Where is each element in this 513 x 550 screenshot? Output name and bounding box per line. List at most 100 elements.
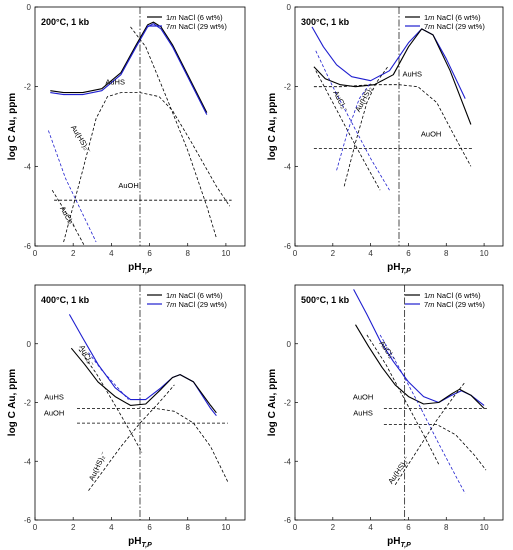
series-line-auhs2-7m [336,82,371,171]
series-line-aucl2-7m [88,352,129,400]
species-annotation: AuCl₂⁻ [58,205,77,230]
series-line-total-7m [311,26,466,99]
series-line-aucl2-1m [315,70,381,191]
x-tick-label: 6 [406,249,411,258]
species-annotation: Au(HS)₂⁻ [87,450,108,482]
x-tick-label: 10 [221,249,230,258]
panel-title: 500°C, 1 kb [301,295,350,305]
x-axis-label: pHT,P [128,536,152,549]
x-tick-label: 0 [33,249,38,258]
x-tick-label: 4 [368,523,373,532]
y-tick-label: 0 [287,340,292,349]
x-tick-label: 10 [480,249,489,258]
y-tick-label: -2 [24,83,32,92]
series-line-total-1m [50,21,208,113]
panel-title: 200°C, 1 kb [41,17,90,27]
species-annotation: AuOH [118,181,138,190]
series-line-auhs-1m [383,424,487,471]
series-line-total-1m [70,347,217,414]
x-axis-label: pHT,P [128,262,152,275]
series-line-total-7m [50,23,208,115]
species-annotation: AuHS [105,78,125,87]
species-annotation: Au(HS)₂⁻ [386,455,411,486]
y-axis-label: log C Au, ppm [267,369,278,437]
y-tick-label: -6 [284,516,292,525]
x-axis-label: pHT,P [387,262,411,275]
legend-entry: 7m NaCl (29 wt%) [166,22,227,31]
species-annotation: AuCl₂⁻ [377,339,398,363]
x-tick-label: 6 [147,249,152,258]
legend-entry: 7m NaCl (29 wt%) [424,22,485,31]
series-line-aucl2-7m [379,334,466,494]
species-annotation: AuOH [44,409,64,418]
x-tick-label: 6 [147,523,152,532]
species-annotation: AuOH [353,393,373,402]
y-tick-label: -6 [24,242,32,251]
x-tick-label: 8 [186,249,191,258]
panel-title: 400°C, 1 kb [41,295,90,305]
legend-entry: 1m NaCl (6 wt%) [166,291,223,300]
x-tick-label: 10 [480,523,489,532]
chart-panel-1: 0 2 4 6 8 10 0 -2 -4 -6 pHT,P log C Au, ppm 200°C, 1… [7,3,246,275]
legend-entry: 1m NaCl (6 wt%) [166,13,223,22]
species-annotation: AuOH [421,129,441,138]
species-annotation: AuHS [402,70,422,79]
chart-panel-3: 0 2 4 6 8 10 0 -2 -4 -6 pHT,P log C Au, ppm 400°C, 1… [7,284,246,549]
x-tick-label: 4 [109,249,114,258]
x-tick-label: 0 [293,523,298,532]
y-tick-label: -4 [24,457,32,466]
x-tick-label: 2 [331,523,336,532]
x-axis-label: pHT,P [387,536,411,549]
y-tick-label: 0 [27,3,32,12]
series-line-auhs-1m [313,84,472,167]
y-axis-label: log C Au, ppm [267,93,278,161]
x-tick-label: 0 [33,523,38,532]
series-line-aucl2-1m [366,334,440,465]
series-line-auhs-1m [77,408,229,482]
x-tick-label: 2 [71,249,76,258]
y-axis-label: log C Au, ppm [7,93,18,161]
x-tick-label: 8 [444,249,449,258]
legend-entry: 1m NaCl (6 wt%) [424,13,481,22]
y-tick-label: -6 [24,516,32,525]
panel-title: 300°C, 1 kb [301,17,350,27]
series-line-total-1m [355,324,485,409]
x-tick-label: 2 [71,523,76,532]
x-tick-label: 4 [368,249,373,258]
x-tick-label: 0 [293,249,298,258]
x-tick-label: 10 [221,523,230,532]
series-line-aucl2-1m [51,189,85,247]
y-tick-label: 0 [27,340,32,349]
legend-entry: 7m NaCl (29 wt%) [166,300,227,309]
series-line-auhs2-1m [130,26,217,239]
x-tick-label: 2 [331,249,336,258]
series-line-aucl2-1m [78,349,143,453]
series-line-aucl2-7m [48,130,97,243]
species-annotation: AuHS [44,393,64,402]
chart-panel-4: 0 2 4 6 8 10 0 -2 -4 -6 pHT,P log C Au, ppm 500°C, 1… [267,284,504,549]
species-annotation: Au(HS)₂⁻ [69,123,93,154]
y-tick-label: -4 [24,162,32,171]
series-line-total-1m [313,28,472,125]
legend-entry: 7m NaCl (29 wt%) [424,300,485,309]
y-tick-label: -2 [284,83,292,92]
y-axis-label: log C Au, ppm [7,369,18,437]
species-annotation: AuCl₂⁻ [331,89,350,114]
plot-frame [294,284,504,521]
x-tick-label: 8 [444,523,449,532]
y-tick-label: -2 [24,399,32,408]
x-tick-label: 4 [109,523,114,532]
x-tick-label: 6 [406,523,411,532]
y-tick-label: -6 [284,242,292,251]
y-tick-label: -4 [284,162,292,171]
y-tick-label: -2 [284,399,292,408]
series-line-aucl2-7m [315,50,390,191]
legend-entry: 1m NaCl (6 wt%) [424,291,481,300]
series-line-auhs2-1m [343,66,389,187]
y-tick-label: 0 [287,3,292,12]
y-tick-label: -4 [284,457,292,466]
series-line-auhs2-1m [394,381,466,486]
series-line-auhs2-1m [88,384,175,491]
series-line-auhs-1m [63,92,231,243]
